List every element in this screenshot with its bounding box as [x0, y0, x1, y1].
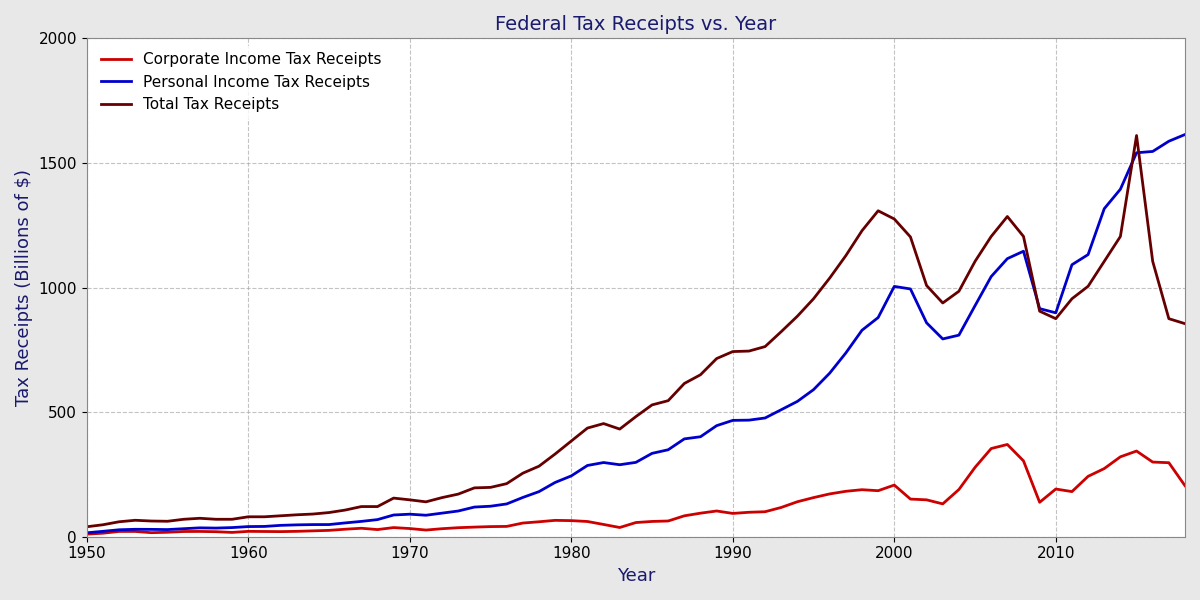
Total Tax Receipts — [1129, 132, 1144, 139]
Personal Income Tax Receipts — [161, 526, 175, 533]
Y-axis label: Tax Receipts (Billions of $): Tax Receipts (Billions of $) — [16, 169, 34, 406]
Line: Personal Income Tax Receipts: Personal Income Tax Receipts — [86, 134, 1186, 533]
Corporate Income Tax Receipts — [161, 529, 175, 536]
Personal Income Tax Receipts — [434, 509, 449, 517]
Corporate Income Tax Receipts — [434, 525, 449, 532]
Line: Total Tax Receipts: Total Tax Receipts — [86, 136, 1186, 527]
Corporate Income Tax Receipts — [1178, 482, 1193, 490]
Total Tax Receipts — [434, 494, 449, 501]
Personal Income Tax Receipts — [224, 524, 239, 531]
Personal Income Tax Receipts — [709, 422, 724, 429]
Personal Income Tax Receipts — [79, 529, 94, 536]
Line: Corporate Income Tax Receipts: Corporate Income Tax Receipts — [86, 445, 1186, 534]
Total Tax Receipts — [1162, 315, 1176, 322]
Corporate Income Tax Receipts — [1162, 459, 1176, 466]
Personal Income Tax Receipts — [451, 508, 466, 515]
Total Tax Receipts — [289, 511, 304, 518]
Corporate Income Tax Receipts — [289, 528, 304, 535]
Personal Income Tax Receipts — [1178, 131, 1193, 138]
Title: Federal Tax Receipts vs. Year: Federal Tax Receipts vs. Year — [496, 15, 776, 34]
Personal Income Tax Receipts — [289, 521, 304, 529]
Corporate Income Tax Receipts — [79, 530, 94, 538]
Total Tax Receipts — [451, 491, 466, 498]
Legend: Corporate Income Tax Receipts, Personal Income Tax Receipts, Total Tax Receipts: Corporate Income Tax Receipts, Personal … — [95, 46, 388, 118]
Total Tax Receipts — [161, 518, 175, 525]
Total Tax Receipts — [79, 523, 94, 530]
Corporate Income Tax Receipts — [451, 524, 466, 532]
X-axis label: Year: Year — [617, 567, 655, 585]
Total Tax Receipts — [1178, 320, 1193, 327]
Corporate Income Tax Receipts — [709, 508, 724, 515]
Corporate Income Tax Receipts — [1000, 441, 1014, 448]
Total Tax Receipts — [709, 355, 724, 362]
